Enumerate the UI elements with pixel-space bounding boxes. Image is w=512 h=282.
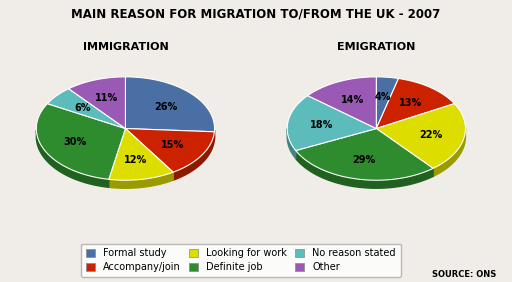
Text: 14%: 14% (341, 94, 365, 105)
Polygon shape (47, 89, 125, 129)
Polygon shape (109, 129, 173, 180)
Polygon shape (308, 77, 376, 129)
Polygon shape (376, 77, 398, 129)
Polygon shape (433, 129, 465, 176)
Polygon shape (125, 129, 215, 172)
Title: EMIGRATION: EMIGRATION (337, 42, 416, 52)
Polygon shape (376, 78, 455, 129)
Polygon shape (295, 129, 433, 180)
Title: IMMIGRATION: IMMIGRATION (82, 42, 168, 52)
Polygon shape (109, 172, 173, 188)
Text: 26%: 26% (154, 102, 177, 112)
Text: 13%: 13% (398, 98, 422, 108)
Text: 6%: 6% (75, 103, 91, 113)
Polygon shape (173, 132, 215, 180)
Polygon shape (36, 103, 125, 179)
Legend: Formal study, Accompany/join, Looking for work, Definite job, No reason stated, : Formal study, Accompany/join, Looking fo… (81, 244, 400, 277)
Text: 11%: 11% (95, 93, 118, 103)
Polygon shape (376, 103, 465, 168)
Polygon shape (125, 77, 215, 132)
Text: 29%: 29% (353, 155, 376, 165)
Text: 4%: 4% (375, 92, 392, 102)
Polygon shape (36, 130, 109, 187)
Polygon shape (287, 129, 295, 158)
Text: 30%: 30% (64, 137, 87, 147)
Text: 15%: 15% (161, 140, 185, 150)
Text: SOURCE: ONS: SOURCE: ONS (433, 270, 497, 279)
Polygon shape (69, 77, 125, 129)
Text: 22%: 22% (419, 129, 442, 140)
Text: 18%: 18% (310, 120, 333, 129)
Polygon shape (295, 151, 433, 188)
Text: MAIN REASON FOR MIGRATION TO/FROM THE UK - 2007: MAIN REASON FOR MIGRATION TO/FROM THE UK… (71, 7, 441, 20)
Polygon shape (287, 96, 376, 151)
Text: 12%: 12% (124, 155, 147, 165)
